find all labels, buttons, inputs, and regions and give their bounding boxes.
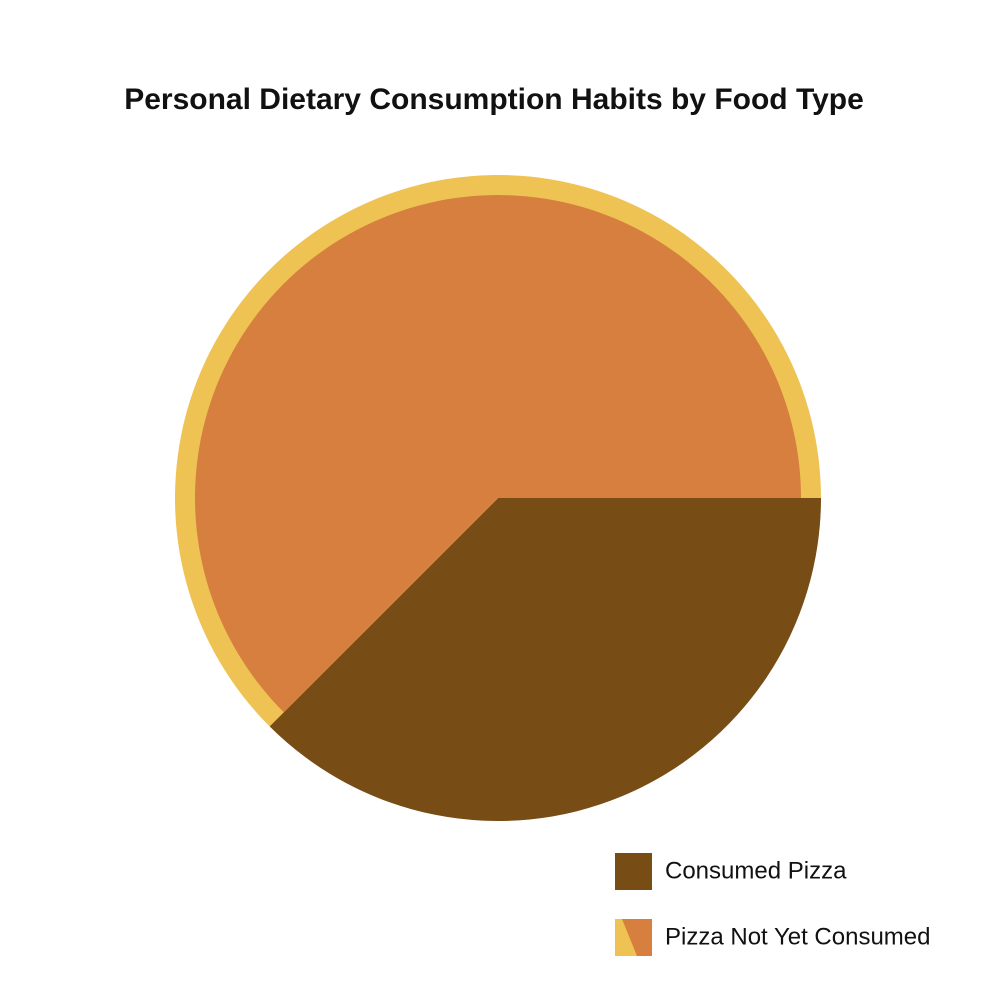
pie-slice (195, 195, 801, 713)
chart-title: Personal Dietary Consumption Habits by F… (124, 83, 864, 116)
legend-swatch (615, 853, 652, 890)
legend-label: Pizza Not Yet Consumed (665, 923, 931, 950)
legend-swatch-crust (615, 919, 637, 956)
legend-label: Consumed Pizza (665, 857, 847, 884)
pie-slice (269, 498, 822, 821)
